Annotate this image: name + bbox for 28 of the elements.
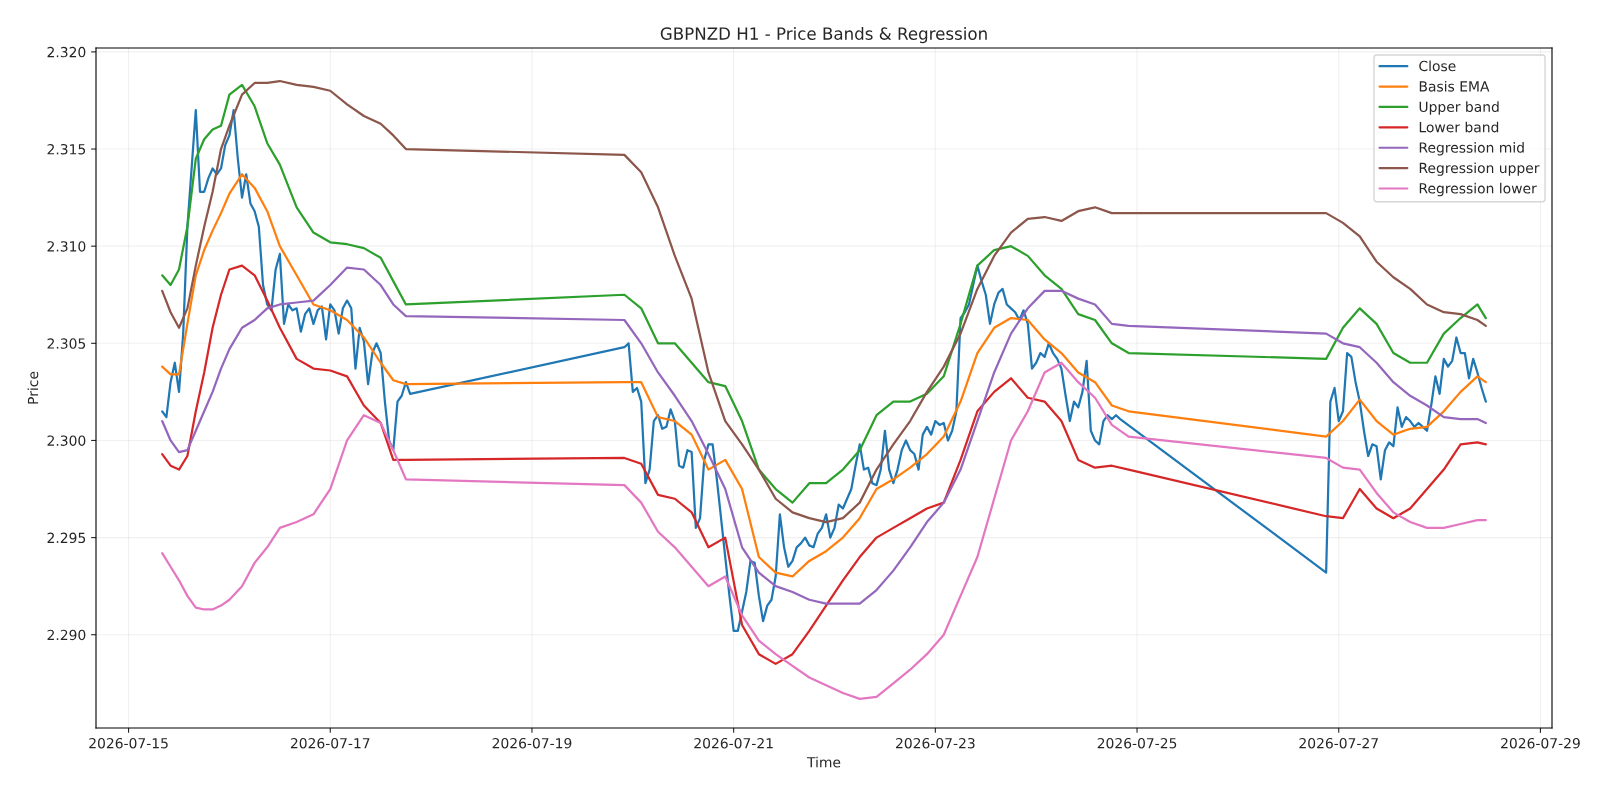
x-tick-label: 2026-07-19 [492, 737, 572, 749]
x-tick-label: 2026-07-29 [1501, 737, 1580, 749]
legend-label: Regression mid [1419, 142, 1524, 156]
line-series [161, 264, 1487, 665]
y-tick-label: 2.310 [47, 241, 86, 252]
chart-title: GBPNZD H1 - Price Bands & Regression [660, 27, 987, 44]
y-tick-label: 2.300 [47, 435, 86, 446]
x-tick-label: 2026-07-25 [1097, 737, 1177, 749]
x-tick-label: 2026-07-23 [896, 737, 975, 749]
legend-label: Lower band [1419, 121, 1499, 133]
legend-label: Upper band [1419, 101, 1499, 115]
line-series [161, 266, 1487, 605]
x-tick-label: 2026-07-15 [89, 737, 168, 749]
x-tick-label: 2026-07-17 [290, 737, 370, 749]
legend-label: Close [1419, 60, 1456, 72]
y-tick-label: 2.295 [47, 532, 86, 544]
x-tick-label: 2026-07-21 [694, 737, 773, 749]
y-tick-label: 2.315 [47, 144, 86, 155]
legend-label: Regression upper [1419, 162, 1540, 176]
legend-label: Basis EMA [1419, 80, 1490, 92]
y-tick-label: 2.290 [47, 629, 86, 641]
line-series [161, 361, 1487, 700]
y-tick-label: 2.320 [47, 46, 86, 58]
x-tick-label: 2026-07-27 [1299, 737, 1378, 749]
y-axis-title: Price [27, 371, 39, 404]
y-tick-label: 2.305 [47, 338, 86, 349]
legend-label: Regression lower [1419, 182, 1537, 197]
x-axis-title: Time [806, 756, 841, 768]
